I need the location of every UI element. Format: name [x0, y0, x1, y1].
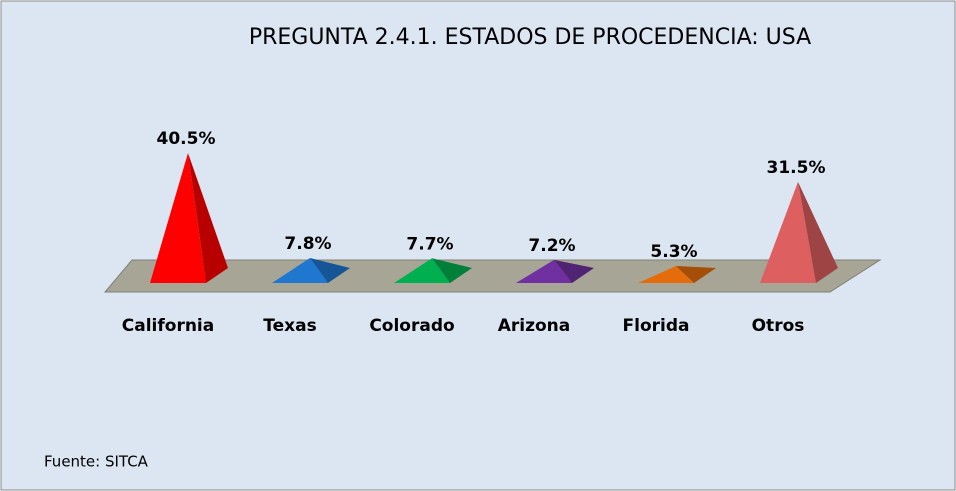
pyramid-side [188, 153, 228, 283]
value-label: 7.2% [528, 236, 575, 256]
pyramid [760, 181, 838, 283]
value-label: 31.5% [767, 158, 826, 178]
pyramid [272, 257, 350, 283]
pyramid-front [516, 259, 572, 283]
pyramid [516, 259, 594, 283]
pyramid-side [432, 258, 472, 283]
value-label: 7.8% [284, 234, 331, 254]
x-tick-label: Colorado [369, 316, 454, 336]
x-tick-label: Florida [623, 316, 690, 336]
pyramid-front [150, 153, 206, 283]
pyramid-front [394, 258, 450, 283]
pyramid [394, 258, 472, 283]
pyramid-side [676, 265, 716, 283]
pyramid-front [638, 265, 694, 283]
value-label: 5.3% [650, 242, 697, 262]
value-label: 7.7% [406, 234, 453, 254]
x-tick-label: Arizona [498, 316, 571, 336]
value-label: 40.5% [157, 129, 216, 149]
chart-title: PREGUNTA 2.4.1. ESTADOS DE PROCEDENCIA: … [249, 25, 811, 50]
pyramid [638, 265, 716, 283]
pyramid [150, 153, 228, 283]
x-tick-label: Otros [752, 316, 805, 336]
pyramid-front [760, 181, 816, 283]
pyramid-side [798, 181, 838, 283]
pyramid-side [554, 259, 594, 283]
source-note: Fuente: SITCA [44, 453, 149, 471]
pyramid-side [310, 257, 350, 283]
pyramid-front [272, 257, 328, 283]
x-tick-label: California [122, 316, 214, 336]
x-tick-label: Texas [263, 316, 316, 336]
